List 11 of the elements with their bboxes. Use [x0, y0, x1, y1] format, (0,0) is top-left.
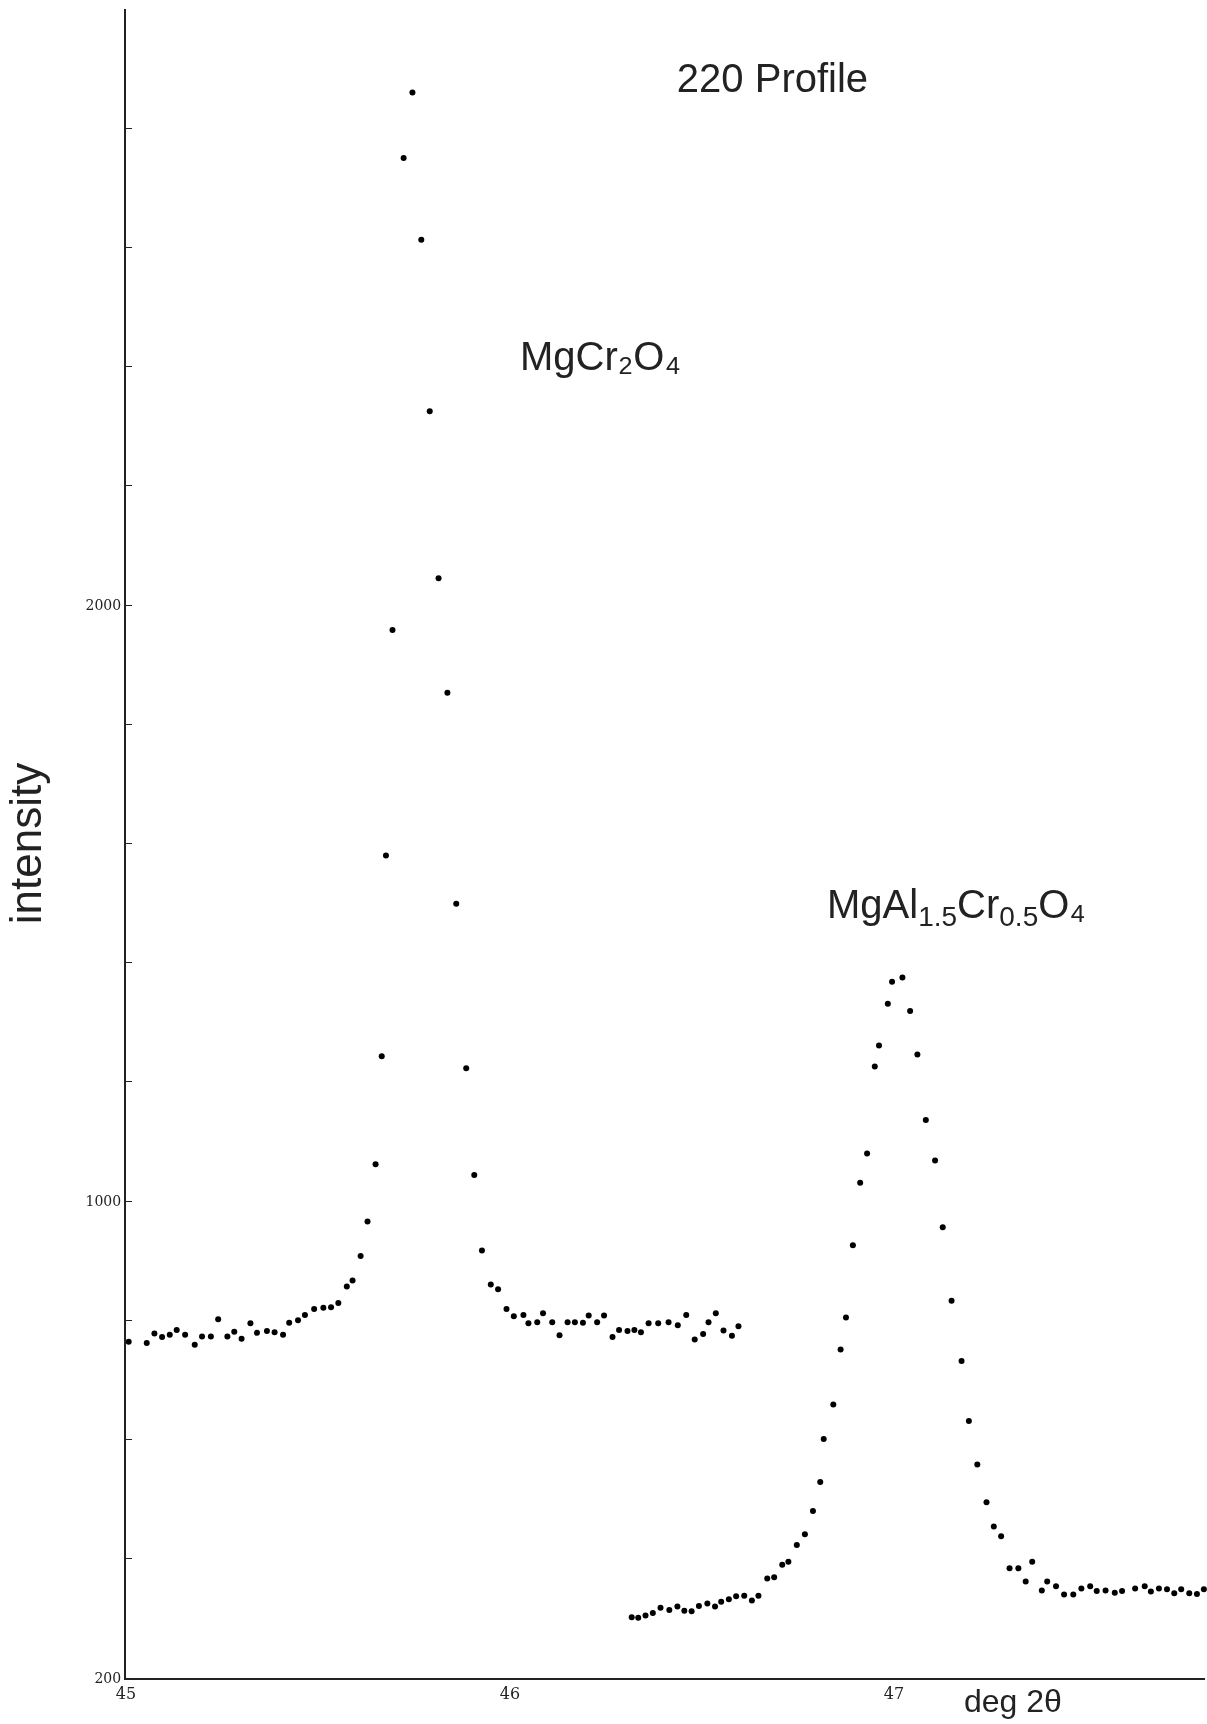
y-axis-title: intensity: [1, 762, 51, 925]
x-tick-label: 47: [883, 1684, 905, 1704]
text: 220 Profile: [676, 55, 869, 100]
x-tick-label: 45: [115, 1684, 137, 1704]
y-tick-label: 200: [94, 1669, 122, 1686]
x-tick-label: 46: [499, 1684, 521, 1704]
y-tick-label: 2000: [85, 596, 122, 613]
annotation: MgCr₂O₄: [520, 334, 681, 378]
y-tick-label: 1000: [85, 1193, 122, 1210]
annotation: MgAl$_{1.5}$Cr$_{0.5}$O₄: [827, 882, 1086, 933]
x-axis-title: deg 2θ: [964, 1683, 1062, 1719]
